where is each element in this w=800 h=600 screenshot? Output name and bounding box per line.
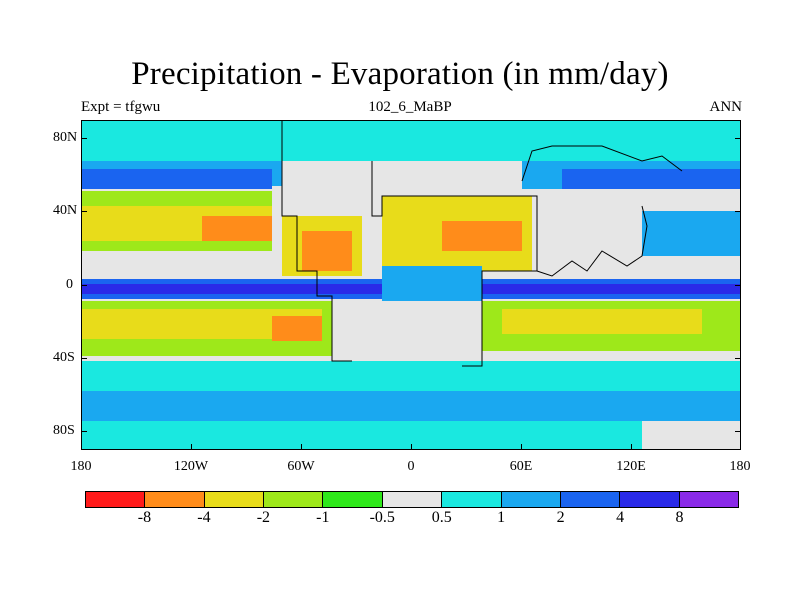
coastline-asia-south	[536, 205, 648, 277]
experiment-label: Expt = tfgwu	[81, 99, 161, 115]
lat-label-equator: 0	[66, 277, 73, 292]
colorbar-label: 4	[616, 509, 625, 526]
coastline-eurasia-north	[521, 145, 683, 182]
field-patch-antarctica	[642, 421, 740, 449]
colorbar-label: -8	[137, 509, 152, 526]
lat-label-80s: 80S	[53, 423, 75, 438]
colorbar-box-3	[264, 492, 324, 507]
colorbar-box-1	[145, 492, 205, 507]
lon-tick-60w	[301, 444, 302, 450]
field-band-arctic	[82, 121, 740, 161]
colorbar-box-10	[679, 492, 738, 507]
colorbar-label: 8	[675, 509, 684, 526]
lat-label-80n: 80N	[53, 130, 78, 145]
lat-tick-40n	[81, 211, 87, 212]
colorbar-box-6	[442, 492, 502, 507]
lat-tick-40s-right	[735, 358, 741, 359]
lon-tick-180e	[740, 444, 741, 450]
lon-label-120e: 120E	[616, 459, 646, 474]
lat-tick-80n	[81, 138, 87, 139]
coastline-africa-eurasia	[371, 161, 538, 367]
field-patch-namerica-max	[302, 231, 352, 271]
lon-label-0: 0	[407, 459, 415, 474]
field-band-sio-dry	[502, 309, 702, 334]
field-band-southern-ocean	[82, 361, 740, 391]
field-patch-npac-max	[202, 216, 272, 241]
lat-label-40n: 40N	[53, 203, 78, 218]
lon-tick-120w	[191, 444, 192, 450]
colorbar-box-9	[620, 492, 680, 507]
season-label: ANN	[709, 99, 743, 115]
colorbar-label: 0.5	[431, 509, 452, 526]
colorbar-label: -0.5	[369, 509, 395, 526]
lat-tick-40s	[81, 358, 87, 359]
colorbar-box-4	[323, 492, 383, 507]
field-band-southern-storm	[82, 391, 740, 421]
colorbar-label: -1	[316, 509, 330, 526]
colorbar	[85, 491, 739, 508]
lon-tick-0	[411, 444, 412, 450]
lon-label-180w: 180	[70, 459, 92, 474]
field-patch-equatorial-land	[382, 266, 482, 301]
colorbar-box-5	[382, 492, 443, 507]
colorbar-label: 2	[556, 509, 565, 526]
colorbar-box-2	[204, 492, 265, 507]
lon-label-120w: 120W	[173, 459, 209, 474]
colorbar-box-8	[560, 492, 621, 507]
coastline-americas-west	[281, 121, 352, 362]
lon-label-180e: 180	[729, 459, 751, 474]
lat-tick-80n-right	[735, 138, 741, 139]
lon-tick-60e	[521, 444, 522, 450]
lat-tick-0	[81, 285, 87, 286]
lat-label-40s: 40S	[53, 350, 75, 365]
colorbar-label: -2	[256, 509, 271, 526]
colorbar-box-7	[501, 492, 561, 507]
field-band-natl-storm	[562, 169, 740, 189]
field-patch-spac-max	[272, 316, 322, 341]
lat-tick-80s	[81, 431, 87, 432]
colorbar-label: 1	[497, 509, 506, 526]
colorbar-box-0	[86, 492, 146, 507]
lat-tick-40n-right	[735, 211, 741, 212]
field-band-npac-storm	[82, 169, 272, 189]
field-patch-natl-subtropic	[642, 211, 740, 256]
lon-tick-120e	[631, 444, 632, 450]
run-label: 102_6_MaBP	[368, 99, 452, 115]
field-patch-south-land	[332, 306, 482, 366]
field-patch-africa-max	[442, 221, 522, 251]
map-title: Precipitation - Evaporation (in mm/day)	[131, 56, 669, 92]
lon-tick-180w	[81, 444, 82, 450]
lat-tick-80s-right	[735, 431, 741, 432]
lon-label-60w: 60W	[287, 459, 315, 474]
colorbar-label: -4	[197, 509, 211, 526]
precip-evap-field	[82, 121, 740, 449]
lat-tick-0-right	[735, 285, 741, 286]
map-panel	[81, 120, 741, 450]
lon-label-60e: 60E	[509, 459, 533, 474]
